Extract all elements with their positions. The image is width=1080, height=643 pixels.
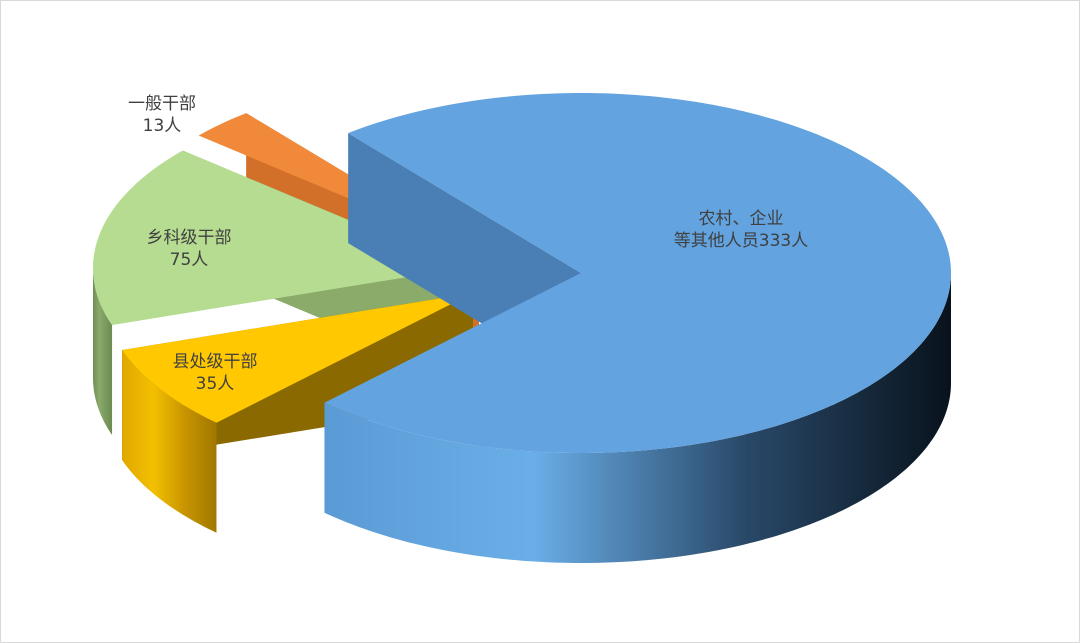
slice-name: 乡科级干部	[146, 228, 232, 248]
slice-name: 县处级干部	[172, 352, 258, 372]
slice-label-township: 乡科级干部 75人	[147, 227, 232, 271]
slice-value: 等其他人员333人	[673, 231, 809, 251]
slice-top	[122, 293, 474, 423]
slice-name: 农村、企业	[698, 209, 784, 229]
slice-value: 35人	[195, 374, 235, 394]
slice-label-general: 一般干部 13人	[128, 93, 196, 137]
slice-label-other: 农村、企业 等其他人员333人	[674, 208, 808, 252]
outer-wall	[93, 268, 113, 436]
pie-slice-1	[122, 293, 474, 533]
slice-value: 75人	[169, 250, 209, 270]
slice-value: 13人	[142, 116, 182, 136]
pie-slice-0	[324, 93, 951, 563]
slice-label-county: 县处级干部 35人	[173, 351, 258, 395]
slice-name: 一般干部	[128, 94, 196, 114]
outer-wall	[324, 273, 951, 563]
outer-wall	[122, 350, 217, 533]
slice-top	[93, 150, 463, 326]
slice-top	[324, 93, 951, 453]
